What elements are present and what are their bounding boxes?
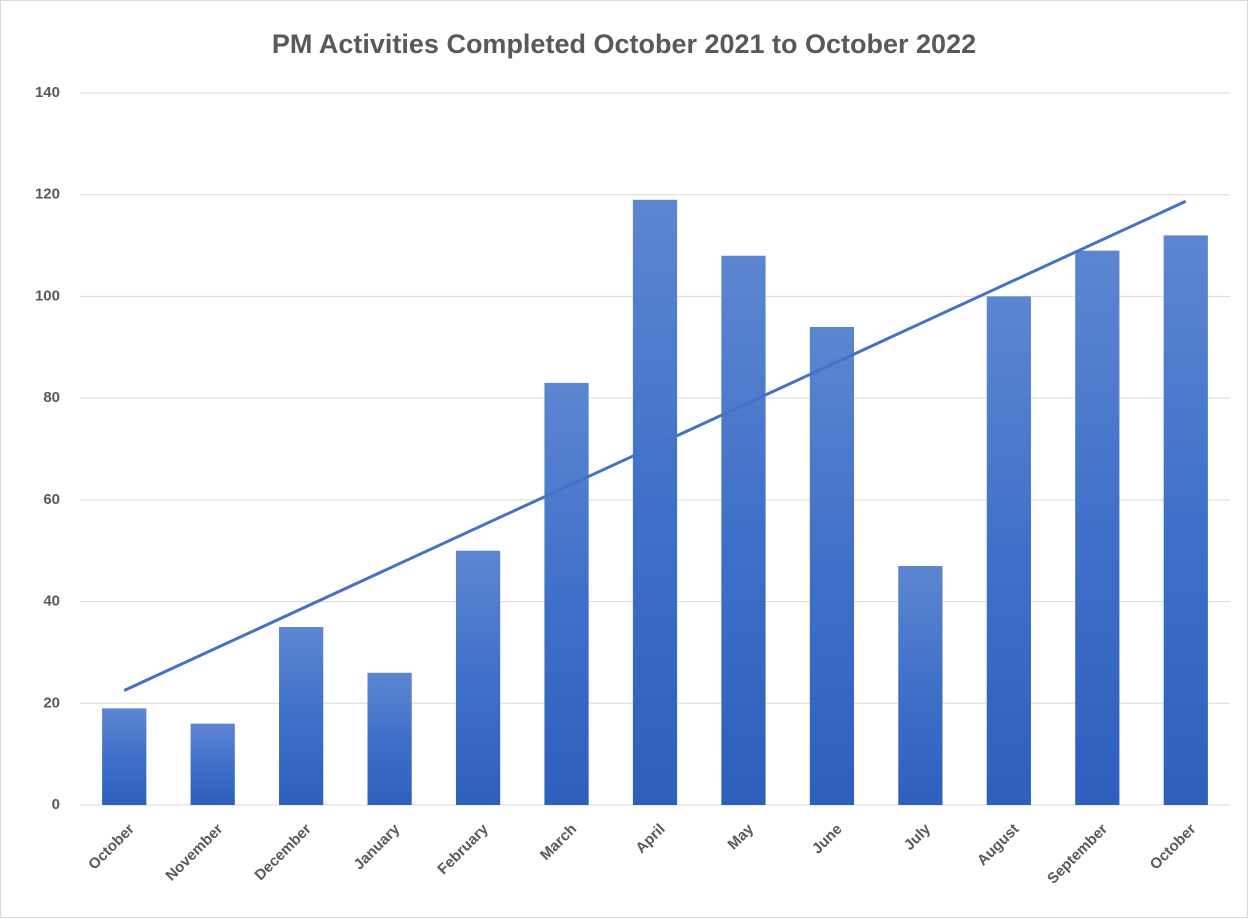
y-tick-label: 140 bbox=[35, 84, 60, 101]
bar bbox=[455, 550, 501, 805]
bar bbox=[544, 382, 589, 805]
y-tick-label: 80 bbox=[43, 389, 60, 406]
bar bbox=[102, 708, 147, 805]
y-tick-label: 60 bbox=[43, 491, 60, 508]
y-tick-label: 120 bbox=[35, 186, 60, 203]
bar bbox=[986, 296, 1031, 805]
y-tick-label: 20 bbox=[43, 694, 60, 711]
trendline bbox=[123, 199, 1187, 692]
bar bbox=[721, 255, 766, 805]
y-tick-label: 40 bbox=[43, 593, 60, 610]
y-tick-label: 0 bbox=[52, 796, 60, 813]
y-tick-label: 100 bbox=[35, 287, 60, 304]
chart-title: PM Activities Completed October 2021 to … bbox=[272, 29, 976, 59]
bar bbox=[809, 326, 855, 805]
bar bbox=[367, 672, 412, 805]
bar bbox=[898, 565, 943, 805]
bar bbox=[1163, 235, 1208, 805]
bar bbox=[632, 199, 678, 806]
bar bbox=[279, 627, 324, 805]
bar bbox=[1075, 250, 1120, 805]
bar bbox=[190, 723, 235, 805]
